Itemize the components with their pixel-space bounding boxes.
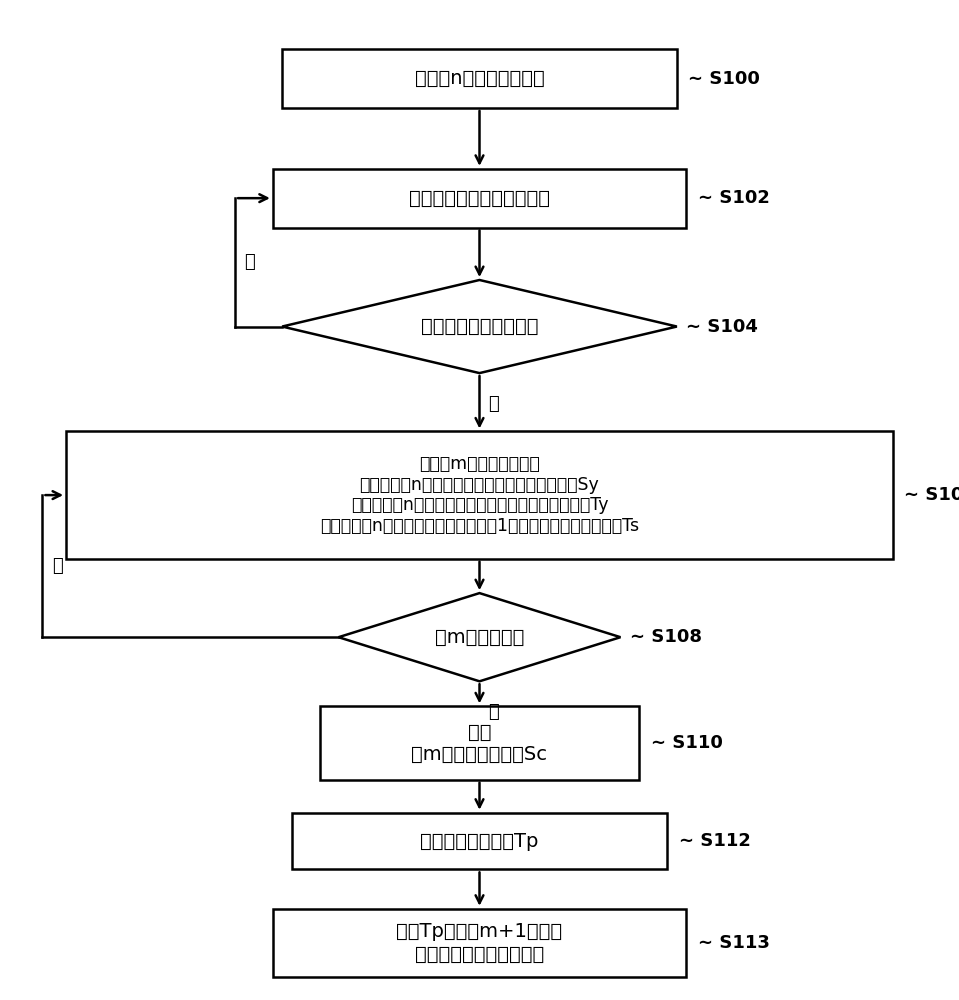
- Text: ∼ S112: ∼ S112: [679, 832, 751, 850]
- Text: ∼ S113: ∼ S113: [697, 934, 769, 952]
- Text: 空调满足预设触发条件: 空调满足预设触发条件: [421, 317, 538, 336]
- FancyBboxPatch shape: [319, 706, 640, 780]
- Text: 空调第m次进入除霜模式
获取运行第n次制热程序全过程的制热模式时间Sy
获取运行第n次制热程序全过程的盘管的总平均温度Ty
获取运行第n次制热程序全过程的最后1: 空调第m次进入除霜模式 获取运行第n次制热程序全过程的制热模式时间Sy 获取运行…: [320, 455, 639, 535]
- Text: 第m次除霜结束: 第m次除霜结束: [434, 628, 525, 647]
- Polygon shape: [339, 593, 620, 681]
- FancyBboxPatch shape: [292, 813, 667, 869]
- Text: 获取
第m次除霜模式时间Sc: 获取 第m次除霜模式时间Sc: [411, 723, 548, 764]
- Text: 计算校准平均温度Tp: 计算校准平均温度Tp: [420, 832, 539, 851]
- Text: 根据Tp确定第m+1次进入
除霜模式的动态触发条件: 根据Tp确定第m+1次进入 除霜模式的动态触发条件: [396, 922, 563, 963]
- Text: ∼ S110: ∼ S110: [650, 734, 722, 752]
- Text: 检测室内换热器的盘管温度: 检测室内换热器的盘管温度: [409, 189, 550, 208]
- Text: ∼ S100: ∼ S100: [689, 70, 760, 88]
- Text: 是: 是: [488, 703, 499, 721]
- FancyBboxPatch shape: [272, 169, 687, 228]
- Text: 空调第n次进入制热模式: 空调第n次进入制热模式: [414, 69, 545, 88]
- Text: 否: 否: [245, 253, 255, 271]
- Text: ∼ S108: ∼ S108: [630, 628, 702, 646]
- Text: ∼ S106: ∼ S106: [904, 486, 959, 504]
- FancyBboxPatch shape: [66, 431, 893, 559]
- Text: 是: 是: [488, 395, 499, 413]
- Polygon shape: [282, 280, 677, 373]
- FancyBboxPatch shape: [282, 49, 677, 108]
- Text: 否: 否: [52, 557, 62, 575]
- Text: ∼ S104: ∼ S104: [687, 318, 759, 336]
- FancyBboxPatch shape: [272, 909, 687, 977]
- Text: ∼ S102: ∼ S102: [697, 189, 769, 207]
